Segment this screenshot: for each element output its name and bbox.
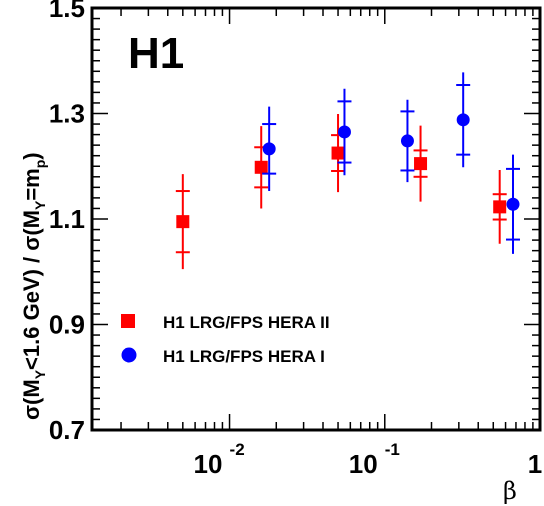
x-tick-label-exponent: -1	[385, 440, 400, 459]
hera1-point	[506, 154, 521, 254]
x-tick-label-base: 1	[528, 449, 542, 479]
data-marker-square	[331, 146, 345, 160]
hera2-point	[175, 174, 190, 270]
data-marker-circle	[262, 142, 276, 156]
y-tick-label: 1.3	[49, 99, 85, 129]
legend-marker-hera1	[121, 347, 137, 363]
legend-label-hera1: H1 LRG/FPS HERA I	[163, 347, 325, 366]
x-tick-label-base: 10	[349, 449, 378, 479]
svg-text:σ(MY<1.6 GeV) / σ(MY=mp): σ(MY<1.6 GeV) / σ(MY=mp)	[19, 152, 48, 420]
y-tick-label: 1.5	[49, 0, 85, 23]
data-marker-circle	[400, 134, 414, 148]
data-marker-square	[414, 157, 428, 171]
hera1-point	[456, 72, 471, 168]
x-tick-label: 1	[528, 449, 542, 479]
data-marker-square	[493, 200, 507, 214]
y-tick-label: 0.9	[49, 310, 85, 340]
data-marker-circle	[337, 125, 351, 139]
x-axis-label: β	[503, 477, 517, 505]
hera2-point	[254, 126, 269, 209]
y-tick-label: 1.1	[49, 204, 85, 234]
data-marker-circle	[506, 197, 520, 211]
x-tick-label: 10 -1	[349, 440, 400, 479]
hera2-point	[413, 125, 428, 202]
x-tick-label-exponent: -2	[230, 440, 245, 459]
legend-label-hera2: H1 LRG/FPS HERA II	[163, 313, 330, 332]
hera2-point	[492, 169, 507, 244]
x-tick-label-base: 10	[194, 449, 223, 479]
hera1-point	[400, 99, 415, 183]
y-tick-label: 0.7	[49, 415, 85, 445]
data-marker-square	[254, 160, 268, 174]
data-marker-square	[176, 215, 190, 229]
hera1-point	[337, 88, 352, 176]
data-marker-circle	[456, 113, 470, 127]
y-axis-label: σ(MY<1.6 GeV) / σ(MY=mp)	[19, 152, 48, 420]
legend-marker-hera2	[121, 314, 135, 328]
experiment-tag: H1	[128, 29, 184, 78]
hera1-point	[262, 106, 277, 192]
x-tick-label: 10 -2	[194, 440, 245, 479]
hera2-point	[331, 114, 346, 193]
legend: H1 LRG/FPS HERA II H1 LRG/FPS HERA I	[121, 313, 330, 366]
